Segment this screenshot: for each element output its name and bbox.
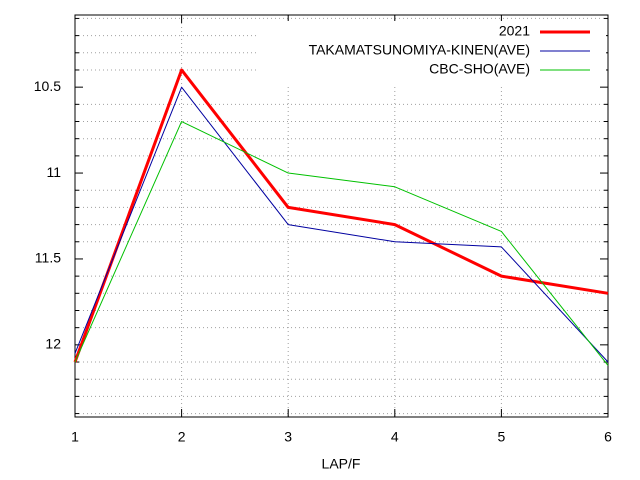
x-tick-label: 6 [604,429,612,445]
series-line [73,68,609,363]
x-tick-label: 5 [498,429,506,445]
x-tick-label: 2 [178,429,186,445]
legend-label: CBC-SHO(AVE) [429,61,530,77]
y-tick-label: 11.5 [35,250,61,266]
series-line [74,121,609,366]
x-tick-label: 4 [391,429,399,445]
legend-label: 2021 [499,23,530,39]
x-axis-label: LAP/F [322,456,361,472]
x-tick-label: 1 [71,429,79,445]
y-tick-label: 10.5 [34,78,61,94]
series-line [74,86,609,363]
x-tick-label: 3 [284,429,292,445]
y-tick-label: 12 [45,336,61,352]
plot-border [74,14,609,418]
legend-label: TAKAMATSUNOMIYA-KINEN(AVE) [309,42,530,58]
y-tick-label: 11 [46,164,61,180]
